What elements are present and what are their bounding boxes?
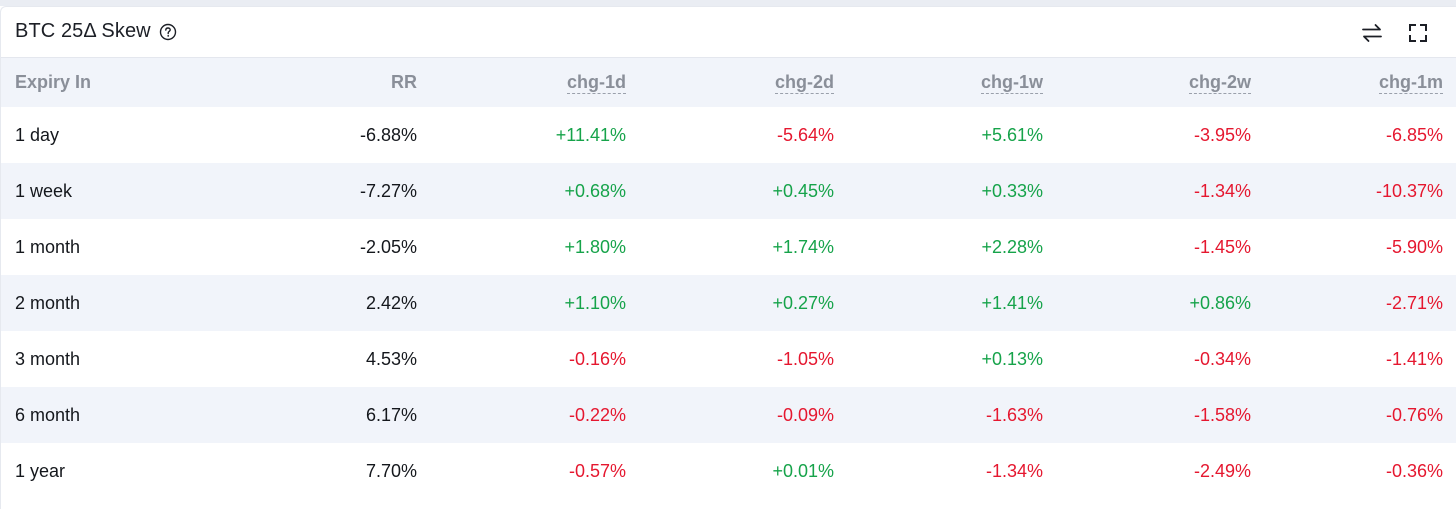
cell-chg-1w: +0.33% [981,180,1043,201]
cell-chg-2d: -5.64% [776,124,834,145]
cell-chg-1w: +1.41% [981,292,1043,313]
cell-chg-1m: -0.36% [1385,460,1443,481]
cell-chg-1w: +0.13% [981,348,1043,369]
cell-chg-1d: +1.80% [564,236,626,257]
cell-chg-2w: -2.49% [1193,460,1251,481]
cell-rr: 2.42% [365,292,417,313]
col-header-expiry[interactable]: Expiry In [15,72,92,92]
cell-chg-2d: -0.09% [776,404,834,425]
cell-expiry: 6 month [15,404,81,425]
col-header-chg-1d-label: chg-1d [566,71,626,94]
col-header-chg-1m[interactable]: chg-1m [1378,58,1443,107]
table-row: 1 day -6.88% +11.41% -5.64% +5.61% -3.95… [1,107,1456,163]
cell-chg-2w: -3.95% [1193,124,1251,145]
help-circle-icon[interactable] [159,23,177,41]
cell-chg-1w: +5.61% [981,124,1043,145]
cell-expiry: 1 year [15,460,66,481]
swap-arrows-icon[interactable] [1360,21,1384,45]
table-row: 6 month 6.17% -0.22% -0.09% -1.63% -1.58… [1,387,1456,443]
cell-chg-2w: +0.86% [1189,292,1251,313]
cell-chg-2w: -0.34% [1193,348,1251,369]
cell-chg-1d: -0.57% [568,460,626,481]
cell-expiry: 1 day [15,124,60,145]
cell-chg-1m: -5.90% [1385,236,1443,257]
cell-chg-1w: -1.34% [985,460,1043,481]
top-strip [0,0,1456,6]
cell-chg-1m: -2.71% [1385,292,1443,313]
cell-expiry: 3 month [15,348,81,369]
cell-chg-1d: +0.68% [564,180,626,201]
cell-rr: -6.88% [359,124,417,145]
cell-expiry: 2 month [15,292,81,313]
panel-title-text: BTC 25Δ Skew [15,20,151,42]
cell-expiry: 1 week [15,180,73,201]
cell-rr: 4.53% [365,348,417,369]
table-row: 1 month -2.05% +1.80% +1.74% +2.28% -1.4… [1,219,1456,275]
cell-chg-1m: -10.37% [1375,180,1443,201]
cell-chg-2d: +1.74% [772,236,834,257]
cell-chg-1d: -0.16% [568,348,626,369]
cell-chg-2w: -1.58% [1193,404,1251,425]
cell-rr: -2.05% [359,236,417,257]
cell-rr: 6.17% [365,404,417,425]
panel-title: BTC 25Δ Skew [15,20,177,43]
col-header-chg-1m-label: chg-1m [1378,71,1443,94]
panel-header: BTC 25Δ Skew [1,7,1456,58]
col-header-chg-2d[interactable]: chg-2d [774,58,834,107]
cell-chg-2d: +0.01% [772,460,834,481]
cell-chg-1d: +11.41% [555,124,626,145]
col-header-chg-2d-label: chg-2d [774,71,834,94]
col-header-rr[interactable]: RR [391,72,417,92]
col-header-chg-1d[interactable]: chg-1d [566,58,626,107]
col-header-chg-1w[interactable]: chg-1w [980,58,1043,107]
table-row: 2 month 2.42% +1.10% +0.27% +1.41% +0.86… [1,275,1456,331]
cell-chg-1m: -0.76% [1385,404,1443,425]
cell-chg-1w: -1.63% [985,404,1043,425]
skew-panel: BTC 25Δ Skew Expiry In RR chg-1d [0,6,1456,509]
cell-chg-1w: +2.28% [981,236,1043,257]
cell-rr: -7.27% [359,180,417,201]
cell-chg-1m: -6.85% [1385,124,1443,145]
fullscreen-icon[interactable] [1406,21,1430,45]
table-header-row: Expiry In RR chg-1d chg-2d chg-1w chg-2w… [1,58,1456,107]
cell-chg-1d: +1.10% [564,292,626,313]
cell-chg-2w: -1.45% [1193,236,1251,257]
cell-chg-1d: -0.22% [568,404,626,425]
cell-rr: 7.70% [365,460,417,481]
cell-chg-1m: -1.41% [1385,348,1443,369]
cell-expiry: 1 month [15,236,81,257]
col-header-chg-2w[interactable]: chg-2w [1188,58,1251,107]
col-header-chg-1w-label: chg-1w [980,71,1043,94]
table-row: 1 year 7.70% -0.57% +0.01% -1.34% -2.49%… [1,443,1456,499]
cell-chg-2d: +0.45% [772,180,834,201]
cell-chg-2w: -1.34% [1193,180,1251,201]
table-row: 1 week -7.27% +0.68% +0.45% +0.33% -1.34… [1,163,1456,219]
table-row: 3 month 4.53% -0.16% -1.05% +0.13% -0.34… [1,331,1456,387]
col-header-chg-2w-label: chg-2w [1188,71,1251,94]
cell-chg-2d: +0.27% [772,292,834,313]
cell-chg-2d: -1.05% [776,348,834,369]
